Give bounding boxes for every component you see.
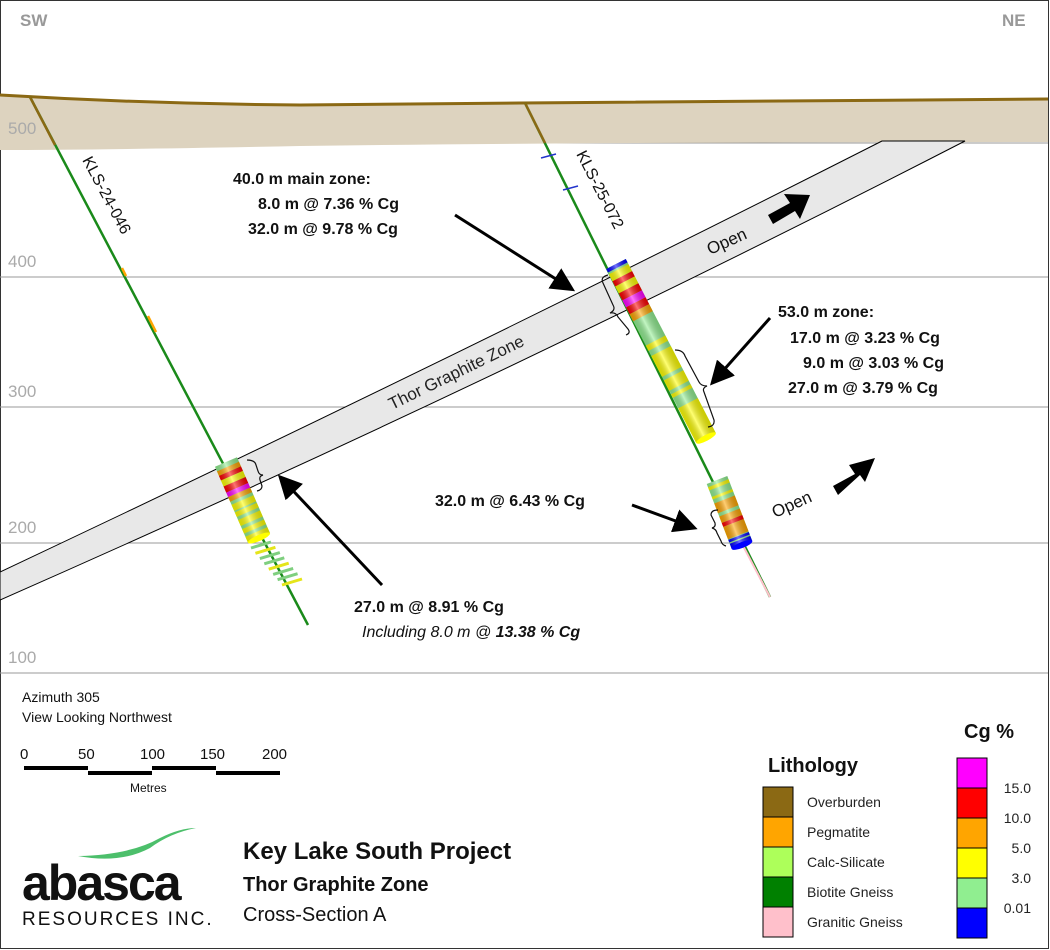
main-zone-line-1: 8.0 m @ 7.36 % Cg: [258, 196, 399, 213]
abasca-logo: abasca RESOURCES INC.: [22, 828, 214, 930]
overburden-layer: [0, 95, 1048, 150]
svg-text:100: 100: [140, 746, 165, 763]
svg-text:RESOURCES INC.: RESOURCES INC.: [22, 909, 214, 930]
svg-text:Metres: Metres: [130, 781, 167, 795]
project-title: Key Lake South Project: [243, 838, 511, 865]
section-subtitle: Cross-Section A: [243, 904, 387, 926]
grade-swatch: [956, 787, 988, 819]
grade-legend: 15.0 10.0 5.0 3.0 0.01: [956, 757, 1032, 939]
elevation-label-100: 100: [8, 648, 36, 667]
lithology-label: Pegmatite: [807, 824, 870, 840]
grade-swatch: [956, 877, 988, 909]
zone-subtitle: Thor Graphite Zone: [243, 874, 429, 896]
grade-threshold-label: 5.0: [1012, 840, 1032, 856]
zone-53-title: 53.0 m zone:: [778, 304, 874, 321]
lithology-label: Granitic Gneiss: [807, 914, 903, 930]
direction-ne: NE: [1002, 11, 1026, 30]
lithology-swatch: [762, 816, 794, 848]
direction-sw: SW: [20, 11, 48, 30]
elevation-label-300: 300: [8, 382, 36, 401]
elevation-label-200: 200: [8, 518, 36, 537]
zone-53-line-1: 17.0 m @ 3.23 % Cg: [790, 330, 940, 347]
svg-text:0: 0: [20, 746, 28, 763]
open-arrow-upper: [768, 194, 810, 224]
azimuth-label: Azimuth 305: [22, 689, 100, 705]
svg-text:abasca: abasca: [22, 855, 183, 911]
lithology-legend-title: Lithology: [768, 755, 859, 777]
interval-braces: [246, 274, 727, 547]
mineralized-interval-072-upper: [606, 258, 716, 444]
lithology-swatch: [762, 876, 794, 908]
view-label: View Looking Northwest: [22, 709, 172, 725]
lithology-swatch: [762, 786, 794, 818]
grade-threshold-label: 10.0: [1004, 810, 1031, 826]
svg-text:200: 200: [262, 746, 287, 763]
lithology-label: Overburden: [807, 794, 881, 810]
lithology-legend: Overburden Pegmatite Calc-Silicate Biotite …: [762, 786, 903, 938]
zone-53-line-2: 9.0 m @ 3.03 % Cg: [803, 355, 944, 372]
lithology-label: Biotite Gneiss: [807, 884, 893, 900]
grade-swatch: [956, 907, 988, 939]
lithology-swatch: [762, 906, 794, 938]
svg-text:150: 150: [200, 746, 225, 763]
svg-text:50: 50: [78, 746, 95, 763]
elevation-label-400: 400: [8, 252, 36, 271]
zone-53-line-3: 27.0 m @ 3.79 % Cg: [788, 380, 938, 397]
grade-threshold-label: 0.01: [1004, 900, 1031, 916]
grade-legend-title: Cg %: [964, 721, 1014, 743]
lithology-label: Calc-Silicate: [807, 854, 885, 870]
elevation-label-500: 500: [8, 119, 36, 138]
main-zone-title: 40.0 m main zone:: [233, 171, 371, 188]
hole-046-including: Including 8.0 m @ 13.38 % Cg: [362, 624, 580, 641]
grade-threshold-label: 3.0: [1012, 870, 1032, 886]
ground-surface: [0, 93, 1049, 107]
mineralized-interval-072-lower: [706, 476, 753, 550]
grade-threshold-label: 15.0: [1004, 780, 1031, 796]
minor-intervals-046: [250, 540, 303, 587]
open-arrow-lower: [833, 458, 875, 495]
grade-swatch: [956, 757, 988, 789]
lithology-swatch: [762, 846, 794, 878]
mineralized-interval-046: [214, 457, 271, 544]
main-zone-line-2: 32.0 m @ 9.78 % Cg: [248, 221, 398, 238]
lower-072-intercept: 32.0 m @ 6.43 % Cg: [435, 493, 585, 510]
grade-swatch: [956, 817, 988, 849]
grade-swatch: [956, 847, 988, 879]
hole-046-intercept: 27.0 m @ 8.91 % Cg: [354, 599, 504, 616]
scale-bar: 0 50 100 150 200 Metres: [20, 746, 287, 795]
callout-arrows: [277, 213, 772, 587]
